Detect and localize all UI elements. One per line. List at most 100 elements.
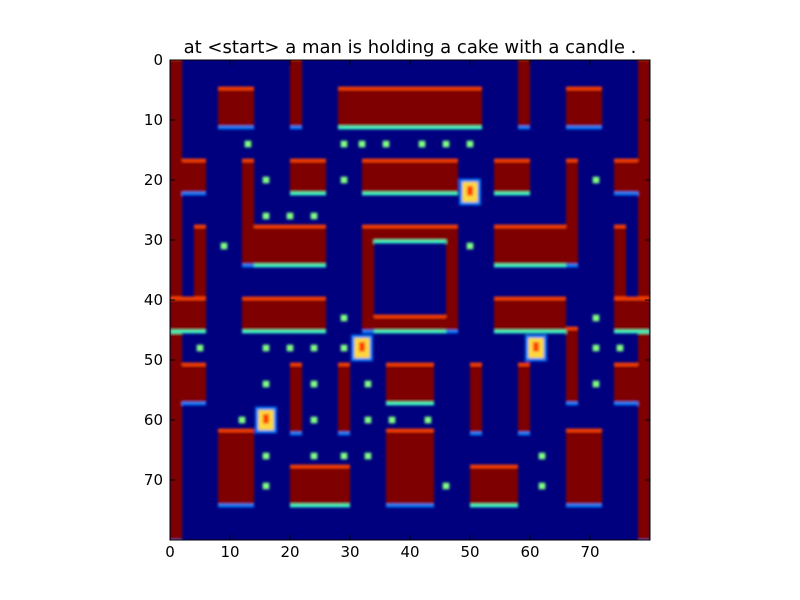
x-tick-label: 30: [340, 543, 359, 561]
heatmap-dot: [364, 452, 372, 460]
y-tick-label: 60: [144, 411, 163, 429]
region-bottom-edge: [362, 330, 374, 334]
y-tick-label: 30: [144, 231, 163, 249]
heatmap-dot: [340, 452, 348, 460]
region-top-edge: [494, 158, 530, 162]
heatmap-region: [518, 366, 530, 432]
heatmap-dot: [418, 140, 426, 148]
heatmap-region: [446, 228, 458, 330]
sprite-core: [359, 342, 365, 352]
x-tick-label: 70: [580, 543, 599, 561]
heatmap-region: [614, 228, 626, 300]
region-bottom-edge: [374, 330, 446, 334]
heatmap-region: [374, 318, 446, 330]
heatmap-dot: [196, 344, 204, 352]
region-bottom-edge: [494, 264, 566, 268]
region-top-edge: [338, 86, 482, 90]
region-top-edge: [566, 428, 602, 432]
heatmap-region: [338, 366, 350, 432]
region-top-edge: [614, 296, 650, 300]
heatmap-dot: [262, 176, 270, 184]
heatmap-dot: [262, 482, 270, 490]
heatmap-dot: [616, 344, 624, 352]
heatmap-dot: [358, 140, 366, 148]
heatmap-region: [290, 162, 326, 192]
region-top-edge: [470, 464, 518, 468]
y-axis: 0 10 20 30 40 50 60 70: [144, 51, 650, 489]
heatmap-dot: [592, 176, 600, 184]
heatmap-dot: [538, 452, 546, 460]
heatmap-dot: [538, 482, 546, 490]
region-bottom-edge: [290, 126, 302, 130]
heatmap-dot: [592, 314, 600, 322]
region-bottom-edge: [518, 126, 530, 130]
region-bottom-edge: [290, 504, 350, 508]
region-top-edge: [182, 362, 206, 366]
region-top-edge: [494, 224, 566, 228]
heatmap-region: [566, 432, 602, 504]
region-top-edge: [494, 296, 566, 300]
heatmap-dot: [340, 344, 348, 352]
heatmap-dot: [244, 140, 252, 148]
heatmap-region: [170, 300, 206, 330]
region-bottom-edge: [182, 402, 206, 406]
region-top-edge: [386, 428, 434, 432]
heatmap-dot: [310, 212, 318, 220]
region-top-edge: [254, 224, 326, 228]
region-top-edge: [566, 86, 602, 90]
x-axis: 0 10 20 30 40 50 60 70: [165, 60, 600, 561]
heatmap-region: [494, 162, 530, 192]
region-bottom-edge: [218, 126, 254, 130]
heatmap-region: [290, 60, 302, 126]
x-tick-label: 40: [400, 543, 419, 561]
heatmap-region: [254, 228, 326, 264]
heatmap-dot: [310, 416, 318, 424]
region-top-edge: [374, 314, 446, 318]
x-tick-label: 10: [220, 543, 239, 561]
chart-title: at <start> a man is holding a cake with …: [184, 37, 637, 58]
heatmap-region: [494, 300, 566, 330]
heatmap-dot: [220, 242, 228, 250]
region-top-edge: [242, 158, 254, 162]
region-top-edge: [290, 158, 326, 162]
region-bottom-edge: [254, 264, 326, 268]
region-bottom-edge: [614, 192, 638, 196]
region-bottom-edge: [566, 126, 602, 130]
heatmap-region: [614, 300, 650, 330]
region-top-edge: [374, 224, 446, 228]
region-top-edge: [242, 296, 326, 300]
y-tick-label: 50: [144, 351, 163, 369]
region-top-edge: [566, 158, 578, 162]
region-top-edge: [614, 362, 638, 366]
heatmap-region: [566, 90, 602, 126]
region-top-edge: [170, 296, 206, 300]
heatmap-dot: [592, 380, 600, 388]
sprite-core: [533, 342, 539, 352]
region-bottom-edge: [614, 402, 638, 406]
region-bottom-edge: [338, 432, 350, 436]
heatmap-region: [242, 162, 254, 264]
region-bottom-edge: [242, 330, 326, 334]
region-bottom-edge: [566, 402, 578, 406]
region-bottom-edge: [182, 192, 206, 196]
heatmap-region: [566, 162, 578, 264]
heatmap-dot: [592, 344, 600, 352]
heatmap-region: [242, 300, 326, 330]
region-bottom-edge: [386, 402, 434, 406]
x-tick-label: 50: [460, 543, 479, 561]
heatmap-dot: [262, 452, 270, 460]
heatmap-dot: [364, 380, 372, 388]
y-tick-label: 0: [153, 51, 163, 69]
region-bottom-edge: [470, 432, 482, 436]
region-bottom-edge: [446, 330, 458, 334]
region-top-edge: [362, 158, 458, 162]
heatmap-region: [338, 90, 482, 126]
y-tick-label: 10: [144, 111, 163, 129]
heatmap-region: [386, 432, 434, 504]
heatmap-region: [182, 366, 206, 402]
heatmap-region: [362, 162, 458, 192]
region-top-edge: [386, 362, 434, 366]
heatmap-dot: [442, 482, 450, 490]
heatmap-region: [182, 162, 206, 192]
